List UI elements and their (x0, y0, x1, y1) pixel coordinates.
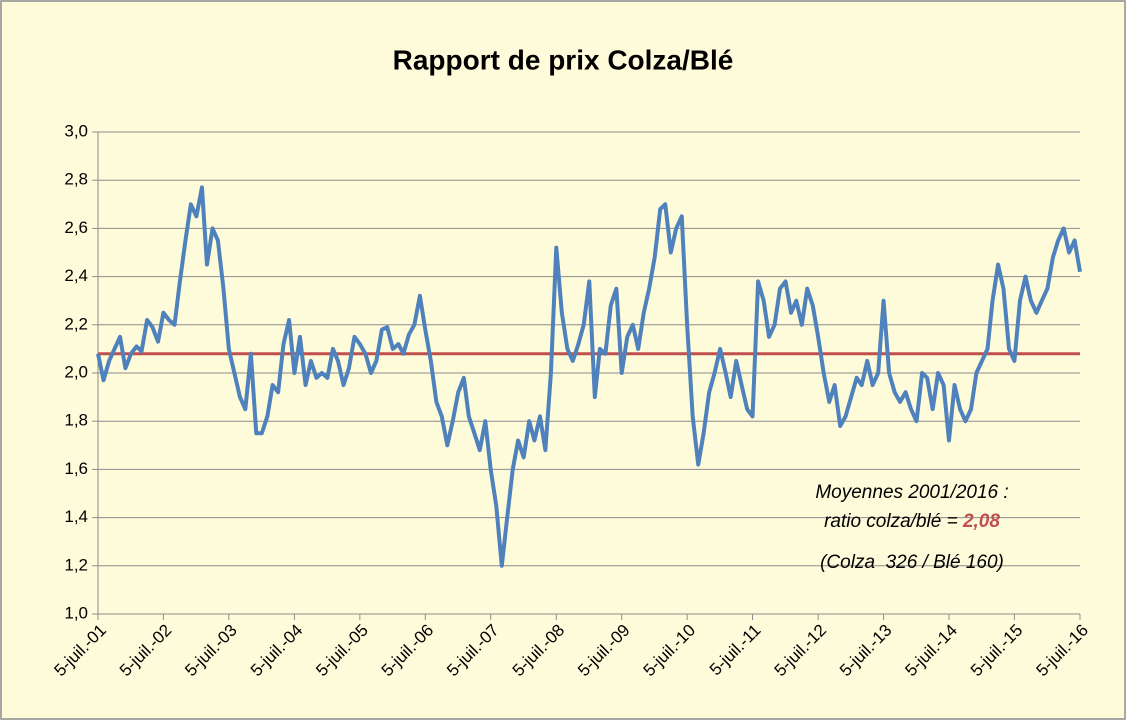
y-tick-label: 2,0 (64, 362, 88, 381)
y-tick-label: 2,6 (64, 218, 88, 237)
y-tick-label: 2,8 (64, 170, 88, 189)
annotation-highlight: 2,08 (962, 511, 1000, 532)
y-tick-label: 1,0 (64, 603, 88, 622)
y-tick-label: 2,2 (64, 314, 88, 333)
annotation-line: Moyennes 2001/2016 : (815, 482, 1008, 503)
y-tick-label: 2,4 (64, 266, 88, 285)
y-tick-label: 1,8 (64, 411, 88, 430)
annotation-line: ratio colza/blé = 2,08 (824, 511, 1000, 532)
y-tick-label: 1,2 (64, 555, 88, 574)
annotation-text: ratio colza/blé = (824, 511, 958, 532)
y-tick-label: 1,6 (64, 459, 88, 478)
y-tick-label: 1,4 (64, 507, 88, 526)
data-line (96, 185, 1082, 568)
y-tick-label: 3,0 (64, 121, 88, 140)
annotation-line: (Colza 326 / Blé 160) (820, 552, 1004, 573)
chart-title: Rapport de prix Colza/Blé (393, 44, 734, 75)
